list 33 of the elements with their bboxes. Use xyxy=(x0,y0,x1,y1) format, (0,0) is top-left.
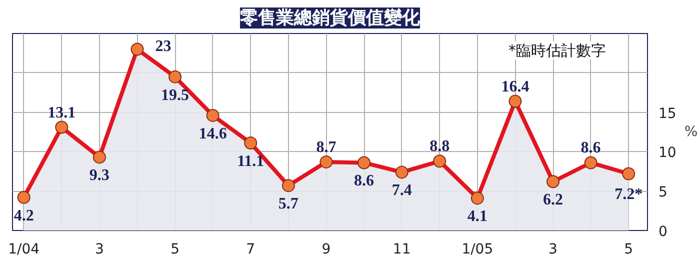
data-label: 16.4 xyxy=(501,78,530,96)
x-tick-label: 7 xyxy=(246,242,256,258)
data-label: 7.2* xyxy=(614,186,643,203)
x-tick-label: 5 xyxy=(170,242,180,258)
data-label: 14.6 xyxy=(198,125,227,142)
y-axis-title: % xyxy=(684,124,698,140)
data-label: 5.7 xyxy=(278,196,298,213)
x-tick-label: 9 xyxy=(322,242,331,258)
annotation: *臨時估計數字 xyxy=(508,41,606,60)
y-tick-label: 0 xyxy=(658,224,668,240)
x-tick-label: 11 xyxy=(392,242,411,258)
chart-title: 零售業總銷貨價值變化 xyxy=(240,8,421,28)
data-label: 8.6 xyxy=(354,172,374,190)
data-label: 4.2 xyxy=(14,207,34,224)
data-label: 4.1 xyxy=(467,208,488,226)
data-label: 23 xyxy=(155,38,172,55)
x-tick-label: 3 xyxy=(548,242,558,258)
x-tick-label: 1/05 xyxy=(462,242,494,258)
data-label: 19.5 xyxy=(161,86,190,104)
data-label: 13.1 xyxy=(48,104,76,122)
x-tick-label: 1/04 xyxy=(8,242,40,258)
data-label: 8.6 xyxy=(580,140,601,157)
data-label: 11.1 xyxy=(237,153,264,170)
data-label: 8.7 xyxy=(316,138,336,156)
data-label: 6.2 xyxy=(543,192,564,209)
data-label: 7.4 xyxy=(392,182,412,200)
x-tick-label: 5 xyxy=(624,242,634,258)
data-label: 9.3 xyxy=(89,167,110,184)
y-tick-label: 15 xyxy=(658,106,676,122)
y-tick-label: 5 xyxy=(658,184,668,201)
y-tick-label: 10 xyxy=(658,145,676,162)
x-tick-label: 3 xyxy=(94,242,104,258)
data-label: 8.8 xyxy=(430,138,450,156)
